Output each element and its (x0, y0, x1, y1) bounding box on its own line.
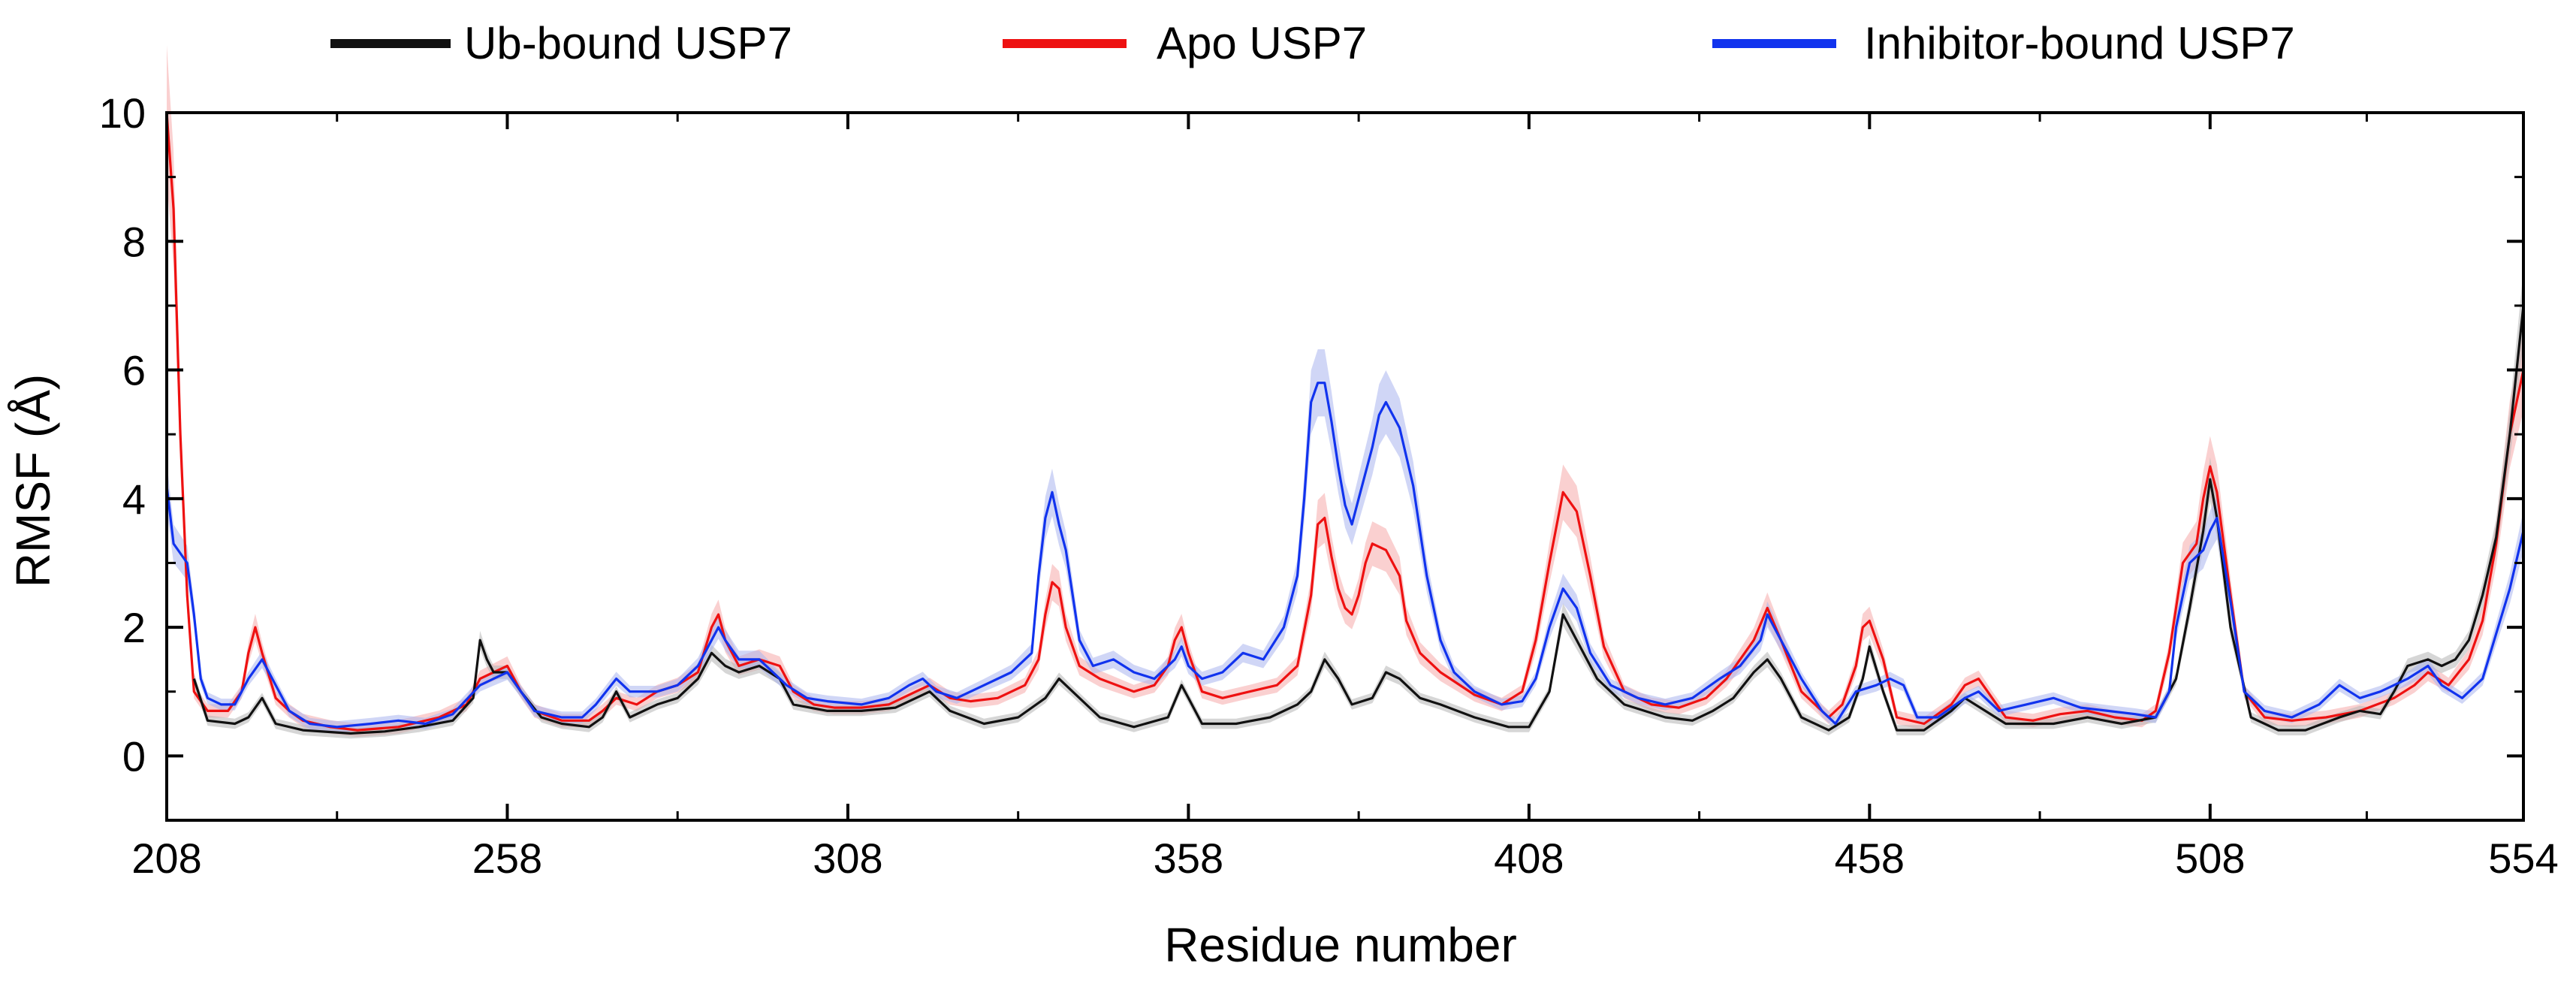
legend-label-inhibitor-bound: Inhibitor-bound USP7 (1864, 18, 2295, 68)
y-axis-title: RMSF (Å) (6, 374, 60, 587)
y-tick-label: 8 (122, 218, 146, 265)
x-tick-label: 358 (1154, 835, 1223, 882)
legend-item-ub-bound: Ub-bound USP7 (330, 18, 792, 68)
x-axis-title: Residue number (1164, 918, 1517, 972)
legend: Ub-bound USP7 Apo USP7 Inhibitor-bound U… (330, 18, 2295, 68)
x-tick-label: 208 (131, 835, 201, 882)
axis-ticks: 208 258 308 358 408 458 508 554 0 2 4 6 8 10 (99, 89, 2559, 882)
y-tick-label: 4 (122, 475, 146, 523)
plot-frame (165, 111, 2525, 822)
x-tick-label: 258 (472, 835, 542, 882)
y-tick-label: 10 (99, 89, 146, 137)
y-tick-label: 6 (122, 347, 146, 394)
legend-item-inhibitor-bound: Inhibitor-bound USP7 (1712, 18, 2295, 68)
x-tick-label: 458 (1835, 835, 1905, 882)
series-line-ub-bound-usp7 (192, 305, 2525, 735)
error-bands (167, 45, 2523, 739)
y-tick-label: 0 (122, 732, 146, 780)
x-tick-label: 508 (2175, 835, 2245, 882)
series-lines (165, 112, 2525, 735)
legend-label-ub-bound: Ub-bound USP7 (464, 18, 792, 68)
legend-label-apo: Apo USP7 (1157, 18, 1367, 68)
x-tick-label: 554 (2488, 835, 2558, 882)
y-tick-label: 2 (122, 604, 146, 651)
error-band-apo-usp7 (167, 45, 2523, 738)
x-tick-label: 308 (813, 835, 882, 882)
legend-item-apo: Apo USP7 (1003, 18, 1367, 68)
series-line-inhibitor-bound-usp7 (165, 382, 2525, 729)
x-tick-label: 408 (1494, 835, 1564, 882)
